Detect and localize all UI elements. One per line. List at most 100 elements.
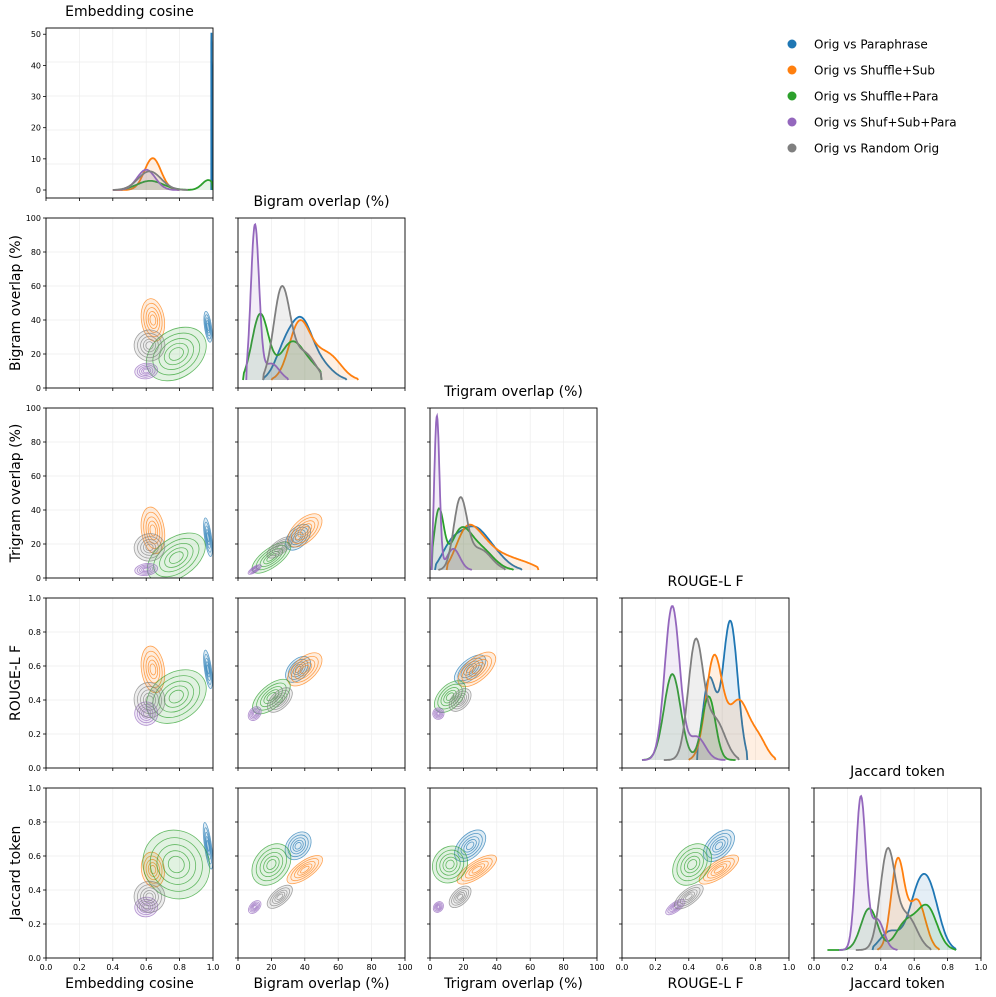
diag-title-emb: Embedding cosine xyxy=(65,4,194,20)
contour-0-1 xyxy=(204,521,212,553)
panel-jac-tri: 0 20 40 60 80 100 Trigram overlap (%) xyxy=(427,787,605,992)
ytick-label: 1.0 xyxy=(28,784,41,793)
contour-3-1 xyxy=(136,898,156,916)
contour-0-3 xyxy=(463,839,477,853)
grid xyxy=(430,598,597,768)
contour-1-2 xyxy=(464,860,489,879)
contour-2-2 xyxy=(159,542,194,573)
diag-title-rouge: ROUGE-L F xyxy=(667,574,743,590)
density-fill-2 xyxy=(827,904,956,950)
contour-2-2 xyxy=(259,851,284,878)
contour-1-0 xyxy=(457,651,497,688)
panel-frame xyxy=(45,597,214,769)
ytick-label: 0.2 xyxy=(28,920,41,929)
contour-3-4 xyxy=(143,567,150,572)
xtick-label: 0.6 xyxy=(716,963,729,972)
contour-4-3 xyxy=(274,542,286,553)
contour-2-4 xyxy=(168,689,184,704)
xaxis-label-rouge: ROUGE-L F xyxy=(667,976,743,992)
contour-3-2 xyxy=(250,566,259,573)
contour-2-4 xyxy=(168,551,184,564)
contour-1-1 xyxy=(143,302,163,338)
density-fill-4 xyxy=(663,638,739,760)
ytick-label: 100 xyxy=(26,214,41,223)
plot-area xyxy=(431,829,497,913)
panel-frame xyxy=(429,597,598,769)
contour-0-2 xyxy=(204,831,212,860)
contour-3-4 xyxy=(252,567,257,572)
grid xyxy=(238,408,405,578)
panel-frame xyxy=(621,597,790,769)
plot-area xyxy=(133,298,213,382)
contour-0-1 xyxy=(706,833,732,859)
xtick-label: 20 xyxy=(266,963,276,972)
contour-4-4 xyxy=(145,341,154,350)
ytick-label: 0.8 xyxy=(28,628,41,637)
contour-4-1 xyxy=(137,332,162,359)
contour-3-3 xyxy=(251,903,258,911)
density-fill-3 xyxy=(642,606,726,760)
contour-1-2 xyxy=(294,860,316,879)
density-curve-4 xyxy=(855,846,932,951)
contour-1-4 xyxy=(471,664,482,674)
ytick-label: 30 xyxy=(31,93,41,102)
panel-bi-emb: 0 20 40 60 80 100 Bigram overlap (%) xyxy=(8,214,214,393)
contour-1-3 xyxy=(297,863,313,876)
contour-0-3 xyxy=(712,839,726,853)
contour-2-4 xyxy=(687,859,698,870)
contour-4-2 xyxy=(272,889,288,904)
contour-3-3 xyxy=(435,710,442,717)
xtick-label: 0.6 xyxy=(140,963,153,972)
plot-area xyxy=(133,645,213,726)
contour-1-4 xyxy=(149,524,157,537)
contour-1-0 xyxy=(698,854,740,885)
ytick-label: 40 xyxy=(31,506,41,515)
panel-frame xyxy=(45,407,214,579)
xaxis-label-tri: Trigram overlap (%) xyxy=(443,976,583,992)
contour-2-4 xyxy=(266,553,277,562)
contour-1-3 xyxy=(147,311,159,329)
plot-area xyxy=(242,222,359,381)
contour-2-1 xyxy=(435,849,465,880)
contour-2-2 xyxy=(156,844,197,885)
contour-3-1 xyxy=(136,564,156,575)
contour-4-0 xyxy=(133,329,166,362)
contour-1-4 xyxy=(471,865,482,874)
contour-4-1 xyxy=(269,887,291,907)
plot-area xyxy=(133,822,213,918)
contour-4-1 xyxy=(451,887,470,906)
contour-1-4 xyxy=(300,664,310,674)
legend-marker-2 xyxy=(787,91,797,101)
contour-4-4 xyxy=(276,544,284,551)
legend-marker-4 xyxy=(787,143,797,153)
density-fill-3 xyxy=(112,169,180,190)
contour-0-0 xyxy=(284,831,312,861)
grid xyxy=(238,788,405,958)
yaxis-label-bi: Bigram overlap (%) xyxy=(8,235,24,371)
plot-area xyxy=(247,513,323,575)
contour-1-3 xyxy=(297,523,313,538)
density-fill-3 xyxy=(246,224,289,380)
contour-4-0 xyxy=(133,533,166,562)
panel-bi-bi: Bigram overlap (%) xyxy=(235,194,406,391)
contour-4-4 xyxy=(145,695,154,705)
xtick-label: 1.0 xyxy=(975,963,988,972)
panel-frame xyxy=(621,787,790,959)
contour-2-3 xyxy=(162,850,191,879)
panel-frame xyxy=(237,597,406,769)
panel-frame xyxy=(45,787,214,959)
grid xyxy=(46,28,213,198)
contour-2-0 xyxy=(251,843,292,886)
contour-0-4 xyxy=(714,841,724,850)
xtick-label: 0 xyxy=(427,963,432,972)
contour-4-3 xyxy=(142,692,157,708)
density-curve-2 xyxy=(120,179,213,191)
ytick-label: 10 xyxy=(31,155,41,164)
contour-1-4 xyxy=(300,865,310,874)
panel-frame xyxy=(429,787,598,959)
xtick-label: 40 xyxy=(300,963,310,972)
contour-4-1 xyxy=(137,884,162,910)
contour-0-3 xyxy=(205,661,211,678)
contour-2-1 xyxy=(255,847,288,882)
contour-2-2 xyxy=(158,338,195,370)
